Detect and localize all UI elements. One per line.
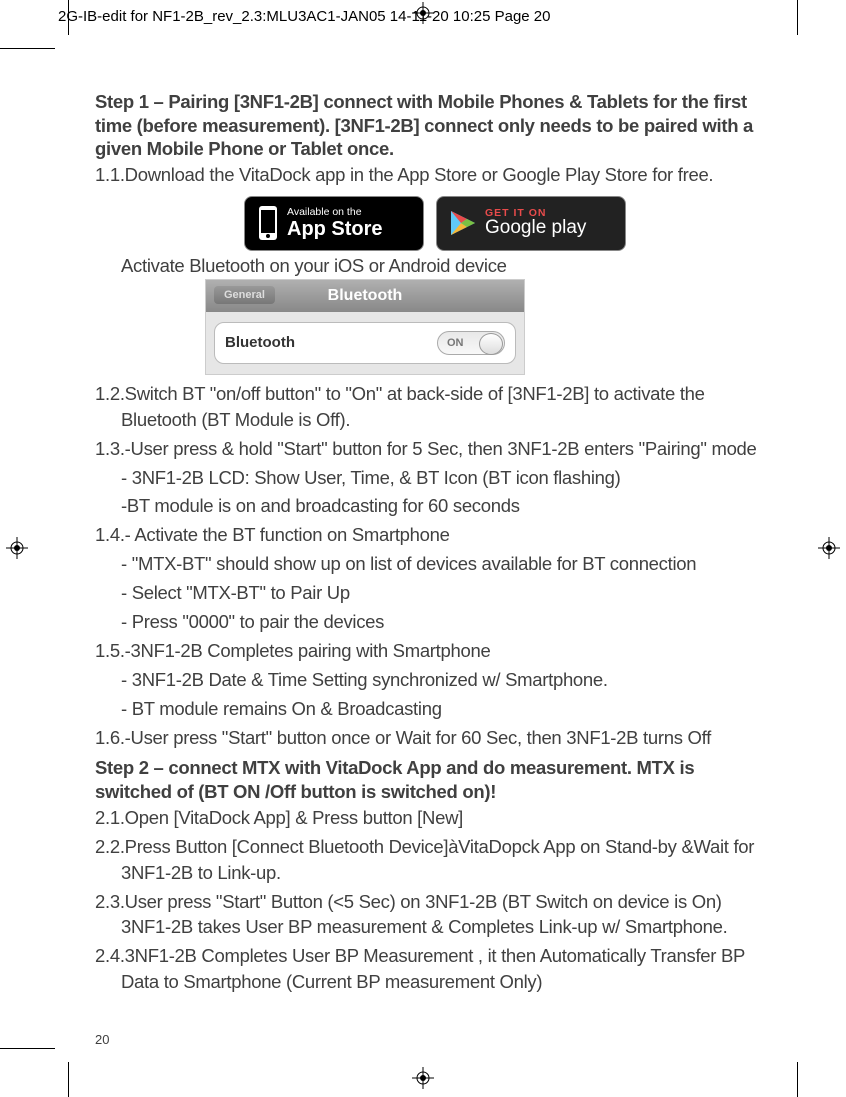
crop-mark [0,1048,55,1049]
step-1-6: 1.6.-User press "Start" button once or W… [95,725,775,751]
registration-mark-icon [818,537,840,559]
bt-toggle-label: ON [447,337,464,349]
step1-heading: Step 1 – Pairing [3NF1-2B] connect with … [95,90,775,161]
bluetooth-settings-screenshot: General Bluetooth Bluetooth ON [205,279,525,375]
play-icon [449,209,477,237]
step-1-4a: - "MTX-BT" should show up on list of dev… [95,551,775,577]
step-1-4: 1.4.- Activate the BT function on Smartp… [95,522,775,548]
bt-row-label: Bluetooth [225,334,295,351]
activate-bluetooth-text: Activate Bluetooth on your iOS or Androi… [121,255,775,277]
bt-header: General Bluetooth [206,280,524,312]
bt-row: Bluetooth ON [214,322,516,364]
app-store-top-text: Available on the [287,207,383,218]
step-2-4: 2.4.3NF1-2B Completes User BP Measuremen… [95,943,775,995]
step-2-1: 2.1.Open [VitaDock App] & Press button [… [95,805,775,831]
app-store-badge[interactable]: Available on the App Store [244,196,424,251]
step-1-4b: - Select "MTX-BT" to Pair Up [95,580,775,606]
crop-mark [797,0,798,35]
crop-mark [68,1062,69,1097]
google-play-badge[interactable]: GET IT ON Google play [436,196,626,251]
phone-icon [257,205,279,241]
step-2-2: 2.2.Press Button [Connect Bluetooth Devi… [95,834,775,886]
step2-heading: Step 2 – connect MTX with VitaDock App a… [95,756,775,803]
registration-mark-icon [412,1067,434,1089]
step-1-4c: - Press "0000" to pair the devices [95,609,775,635]
app-store-bottom-text: App Store [287,218,383,240]
step-1-1: 1.1.Download the VitaDock app in the App… [95,162,775,188]
bt-toggle: ON [437,331,505,355]
bt-general-button: General [214,286,275,304]
step-1-5a: - 3NF1-2B Date & Time Setting synchroniz… [95,667,775,693]
step-1-5b: - BT module remains On & Broadcasting [95,696,775,722]
step-1-3a: - 3NF1-2B LCD: Show User, Time, & BT Ico… [95,465,775,491]
bt-title: Bluetooth [328,287,403,304]
google-bottom-text: Google play [485,218,586,239]
registration-mark-icon [6,537,28,559]
step-1-3b: -BT module is on and broadcasting for 60… [95,493,775,519]
step-1-2: 1.2.Switch BT "on/off button" to "On" at… [95,381,775,433]
crop-mark [797,1062,798,1097]
app-store-badges: Available on the App Store GET IT ON Goo… [235,196,635,251]
document-header: 2G-IB-edit for NF1-2B_rev_2.3:MLU3AC1-JA… [58,8,550,25]
step-1-3: 1.3.-User press & hold "Start" button fo… [95,436,775,462]
step-2-3: 2.3.User press "Start" Button (<5 Sec) o… [95,889,775,941]
crop-mark [0,48,55,49]
step-1-5: 1.5.-3NF1-2B Completes pairing with Smar… [95,638,775,664]
page-number: 20 [95,1032,109,1047]
